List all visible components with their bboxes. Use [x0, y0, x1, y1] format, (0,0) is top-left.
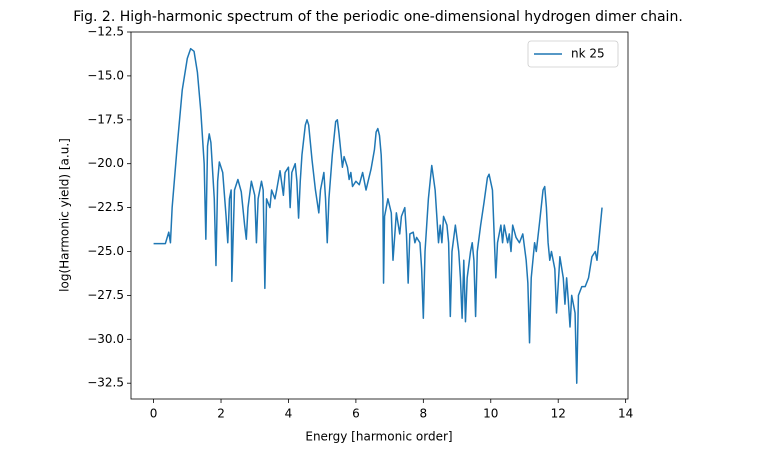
y-tick-label: −17.5: [87, 112, 124, 126]
x-tick-label: 14: [618, 407, 633, 421]
x-tick-label: 8: [420, 407, 428, 421]
legend-box: [527, 40, 619, 68]
y-axis-label: log(Harmonic yield) [a.u.]: [58, 138, 72, 292]
x-axis-label: Energy [harmonic order]: [305, 430, 452, 444]
axes-frame: [130, 31, 629, 400]
y-tick-label: −22.5: [87, 200, 124, 214]
data-line: [153, 47, 603, 384]
y-tick-label: −30.0: [87, 332, 124, 346]
x-tick-label: 0: [150, 407, 158, 421]
y-tick-label: −25.0: [87, 244, 124, 258]
x-tick-label: 10: [483, 407, 498, 421]
x-tick-label: 2: [217, 407, 225, 421]
y-tick-label: −32.5: [87, 376, 124, 390]
y-tick-label: −27.5: [87, 288, 124, 302]
y-tick-label: −12.5: [87, 25, 124, 39]
chart-title: Fig. 2. High-harmonic spectrum of the pe…: [73, 9, 683, 25]
x-tick-label: 6: [352, 407, 360, 421]
y-tick-label: −20.0: [87, 156, 124, 170]
y-tick-label: −15.0: [87, 68, 124, 82]
legend-label: nk 25: [571, 47, 605, 61]
x-tick-label: 12: [551, 407, 566, 421]
x-tick-label: 4: [285, 407, 293, 421]
